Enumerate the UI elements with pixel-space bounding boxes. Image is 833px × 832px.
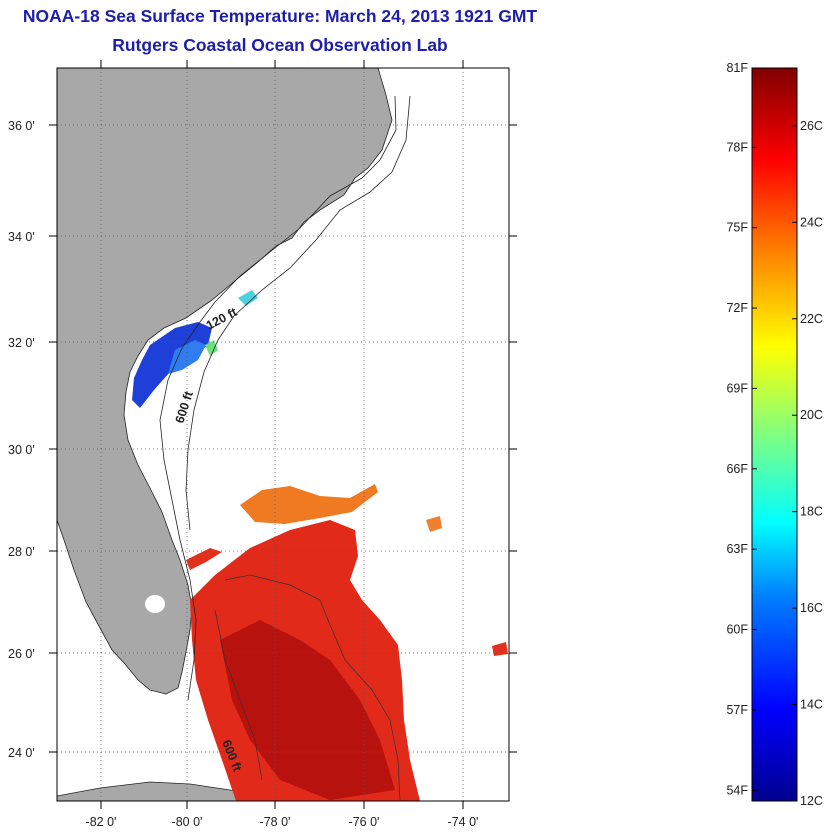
- map-title: NOAA-18 Sea Surface Temperature: March 2…: [22, 6, 538, 26]
- sst-orange-east: [426, 516, 442, 532]
- colorbar: 81F 78F 75F 72F 69F 66F 63F 60F 57F 54F 26C 24C 22C…: [726, 61, 823, 808]
- colorbar-c-label: 20C: [800, 408, 823, 422]
- colorbar-f-label: 75F: [726, 221, 748, 235]
- lat-label: 30 0': [8, 443, 35, 457]
- colorbar-f-label: 72F: [726, 301, 748, 315]
- contour-120ft: [159, 95, 397, 701]
- colorbar-c-label: 12C: [800, 794, 823, 808]
- frame-ticks: [49, 60, 517, 809]
- contour-bahamas-2: [214, 609, 263, 781]
- colorbar-c-label: 18C: [800, 505, 823, 519]
- sst-red-east: [492, 642, 508, 656]
- colorbar-f-label: 81F: [726, 61, 748, 75]
- lat-label: 24 0': [8, 746, 35, 760]
- sst-patch-cyan: [238, 290, 258, 306]
- map-frame: [56, 67, 510, 802]
- lake-okeechobee: [145, 595, 165, 613]
- land-southeast-us: [57, 68, 393, 695]
- colorbar-scale: [751, 67, 798, 802]
- colorbar-f-label: 60F: [726, 623, 748, 637]
- lat-label: 34 0': [8, 230, 35, 244]
- lat-label: 26 0': [8, 647, 35, 661]
- lon-label: -78 0': [260, 815, 291, 829]
- map-subtitle: Rutgers Coastal Ocean Observation Lab: [112, 35, 448, 55]
- colorbar-c-label: 16C: [800, 601, 823, 615]
- colorbar-f-label: 54F: [726, 783, 748, 797]
- lon-label: -82 0': [86, 815, 117, 829]
- lon-label: -76 0': [349, 815, 380, 829]
- sst-red-spot: [186, 548, 222, 570]
- lon-label: -80 0': [172, 815, 203, 829]
- contour-bahamas: [224, 574, 401, 801]
- colorbar-ticks: [752, 67, 797, 802]
- sst-dark-core: [220, 620, 395, 800]
- colorbar-c-label: 24C: [800, 215, 823, 229]
- sst-patch-green: [205, 340, 218, 356]
- colorbar-f-label: 69F: [726, 381, 748, 395]
- lon-label: -74 0': [448, 815, 479, 829]
- lat-label: 28 0': [8, 545, 35, 559]
- colorbar-f-label: 78F: [726, 140, 748, 154]
- colorbar-c-label: 26C: [800, 119, 823, 133]
- colorbar-c-label: 22C: [800, 312, 823, 326]
- colorbar-f-label: 57F: [726, 703, 748, 717]
- sst-orange-band: [240, 484, 378, 524]
- lat-label: 36 0': [8, 119, 35, 133]
- contour-600ft: [185, 95, 411, 531]
- colorbar-c-label: 14C: [800, 698, 823, 712]
- lat-label: 32 0': [8, 336, 35, 350]
- colorbar-f-label: 66F: [726, 462, 748, 476]
- colorbar-f-label: 63F: [726, 542, 748, 556]
- grid: [57, 68, 509, 801]
